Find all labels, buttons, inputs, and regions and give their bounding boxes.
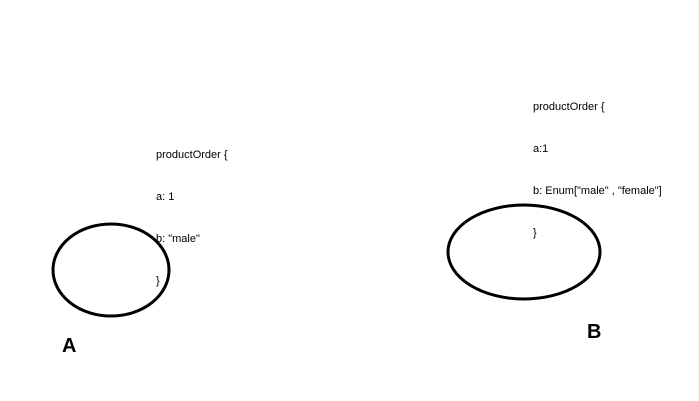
code-line: a:1 <box>533 143 549 155</box>
code-line: productOrder { <box>156 149 228 161</box>
node-a-label: A <box>62 335 77 357</box>
node-b-code-block: productOrder { a:1 b: Enum["male" , "fem… <box>533 72 662 254</box>
code-line: } <box>533 227 537 239</box>
code-line: b: "male" <box>156 233 200 245</box>
code-line: b: Enum["male" , "female"] <box>533 185 662 197</box>
node-a-ellipse <box>51 222 171 318</box>
node-b-ellipse <box>446 203 602 301</box>
node-b-label: B <box>587 321 602 343</box>
code-line: } <box>156 275 160 287</box>
node-a-code-block: productOrder { a: 1 b: "male" } <box>156 120 228 302</box>
code-line: productOrder { <box>533 101 605 113</box>
code-line: a: 1 <box>156 191 175 203</box>
